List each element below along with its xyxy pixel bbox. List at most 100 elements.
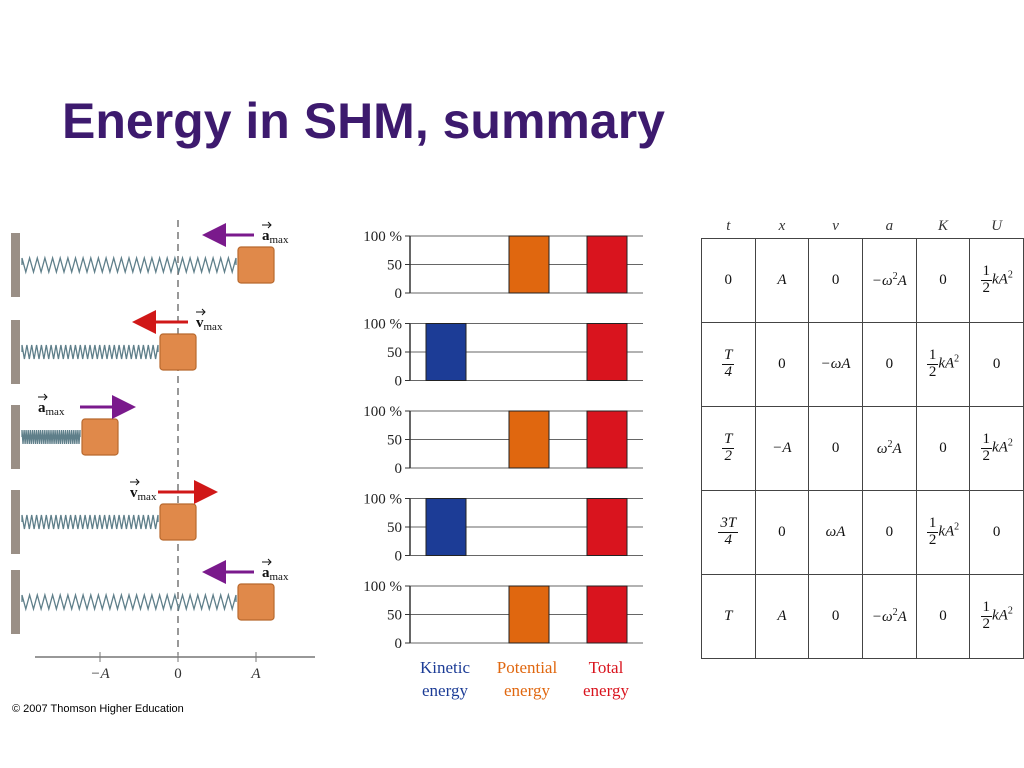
table-cell-a: 0 (861, 322, 917, 407)
energy-bar-charts: 100 % 50 0 100 % 50 0 100 % 50 0 100 % 50 0 100 % 50 0 (363, 229, 643, 652)
table-cell-k: 1 2 kA2 (915, 322, 971, 407)
table-cell-u: 0 (969, 490, 1024, 575)
vector-arrow-icon (196, 308, 206, 316)
y-tick-label: 100 % (363, 492, 402, 508)
wall (11, 405, 20, 469)
table-cell-k: 1 2 kA2 (915, 490, 971, 575)
energy-bar (508, 235, 550, 294)
table-cell-t: 3T 4 (701, 490, 756, 575)
legend-kinetic: Kinetic energy (402, 656, 488, 702)
header-a: a (885, 217, 894, 234)
y-tick-label: 50 (387, 433, 402, 449)
energy-panel: 100 % 50 0 (363, 579, 643, 652)
y-tick-label: 100 % (363, 404, 402, 420)
header-k: K (938, 217, 949, 234)
table-cell-a: −ω2A (861, 574, 917, 659)
energy-panel: 100 % 50 0 (363, 317, 643, 390)
legend-kinetic-line1: Kinetic (419, 658, 471, 677)
spring-diagram: amax vmax amax vmax amax −A 0 A (11, 220, 315, 682)
spring (21, 429, 81, 445)
table-cell-t: 0 (701, 238, 756, 323)
energy-bar (586, 235, 628, 294)
wall (11, 570, 20, 634)
legend-kinetic-line2: energy (422, 681, 468, 700)
table-cell-a: ω2A (861, 406, 917, 491)
energy-bar (425, 323, 467, 381)
spring (21, 592, 237, 612)
table-cell-u: 0 (969, 322, 1024, 407)
axis-label-a: A (250, 666, 261, 682)
table-cell-v: ωA (808, 490, 863, 575)
vector-arrow-icon (130, 478, 140, 486)
legend-potential-line2: energy (504, 681, 550, 700)
table-row: T 2 −A 0 ω2A 0 1 2 kA2 (701, 406, 1024, 491)
wall (11, 320, 20, 384)
acceleration-label: amax (262, 228, 289, 246)
oscillator-frame: amax (11, 393, 136, 469)
axis-label-minus-a: −A (90, 666, 110, 682)
table-row: 0 A 0 −ω2A 0 1 2 kA2 (701, 238, 1024, 323)
table-cell-k: 0 (915, 238, 971, 323)
block (237, 583, 275, 621)
block (237, 246, 275, 284)
table-cell-x: 0 (754, 490, 810, 575)
table-row: T 4 0 −ωA 0 1 2 kA2 0 (701, 322, 1024, 407)
legend-potential: Potential energy (484, 656, 570, 702)
table-cell-t: T (701, 574, 756, 659)
energy-bar (586, 498, 628, 556)
energy-bar (425, 498, 467, 556)
oscillator-frame: amax (11, 558, 289, 634)
acceleration-label: amax (38, 400, 65, 418)
y-tick-label: 0 (395, 286, 403, 302)
wall (11, 490, 20, 554)
table-cell-a: 0 (861, 490, 917, 575)
energy-panel: 100 % 50 0 (363, 492, 643, 565)
vector-arrow-icon (38, 393, 48, 401)
block (159, 333, 197, 371)
y-tick-label: 50 (387, 520, 402, 536)
y-tick-label: 100 % (363, 317, 402, 333)
page-title: Energy in SHM, summary (62, 93, 665, 149)
energy-bar (508, 410, 550, 469)
table-row: T A 0 −ω2A 0 1 2 kA2 (701, 574, 1024, 659)
table-cell-v: 0 (808, 406, 863, 491)
vector-arrow-icon (262, 558, 272, 566)
energy-bar (586, 323, 628, 381)
table-cell-v: −ωA (808, 322, 863, 407)
table-cell-u: 1 2 kA2 (969, 238, 1024, 323)
y-tick-label: 100 % (363, 229, 402, 245)
table-cell-x: A (754, 238, 810, 323)
vector-arrow-icon (262, 221, 272, 229)
legend-total: Total energy (563, 656, 649, 702)
y-tick-label: 0 (395, 374, 403, 390)
block (159, 503, 197, 541)
table-cell-k: 0 (915, 406, 971, 491)
energy-bar (586, 585, 628, 644)
energy-panel: 100 % 50 0 (363, 404, 643, 477)
legend-total-line2: energy (583, 681, 629, 700)
table-cell-a: −ω2A (861, 238, 917, 323)
table-cell-x: A (754, 574, 810, 659)
spring (21, 344, 159, 360)
table-cell-x: 0 (754, 322, 810, 407)
block (81, 418, 119, 456)
legend-total-line1: Total (588, 658, 624, 677)
axis-label-zero: 0 (174, 666, 182, 682)
spring (21, 255, 237, 275)
y-tick-label: 50 (387, 608, 402, 624)
y-tick-label: 50 (387, 345, 402, 361)
table-cell-x: −A (754, 406, 810, 491)
table-cell-v: 0 (808, 238, 863, 323)
velocity-label: vmax (130, 485, 157, 503)
legend-potential-line1: Potential (496, 658, 558, 677)
header-u: U (991, 217, 1003, 234)
oscillator-frame: vmax (11, 308, 223, 384)
y-tick-label: 0 (395, 636, 403, 652)
energy-bar (508, 585, 550, 644)
table-row: 3T 4 0 ωA 0 1 2 kA2 0 (701, 490, 1024, 575)
table-cell-u: 1 2 kA2 (969, 406, 1024, 491)
shm-table: t x v a K U 0 A 0 −ω2A 0 1 2 kA2 T 4 0 −ωA 0 1 2 kA2 0 T 2… (701, 214, 1024, 659)
y-tick-label: 100 % (363, 579, 402, 595)
